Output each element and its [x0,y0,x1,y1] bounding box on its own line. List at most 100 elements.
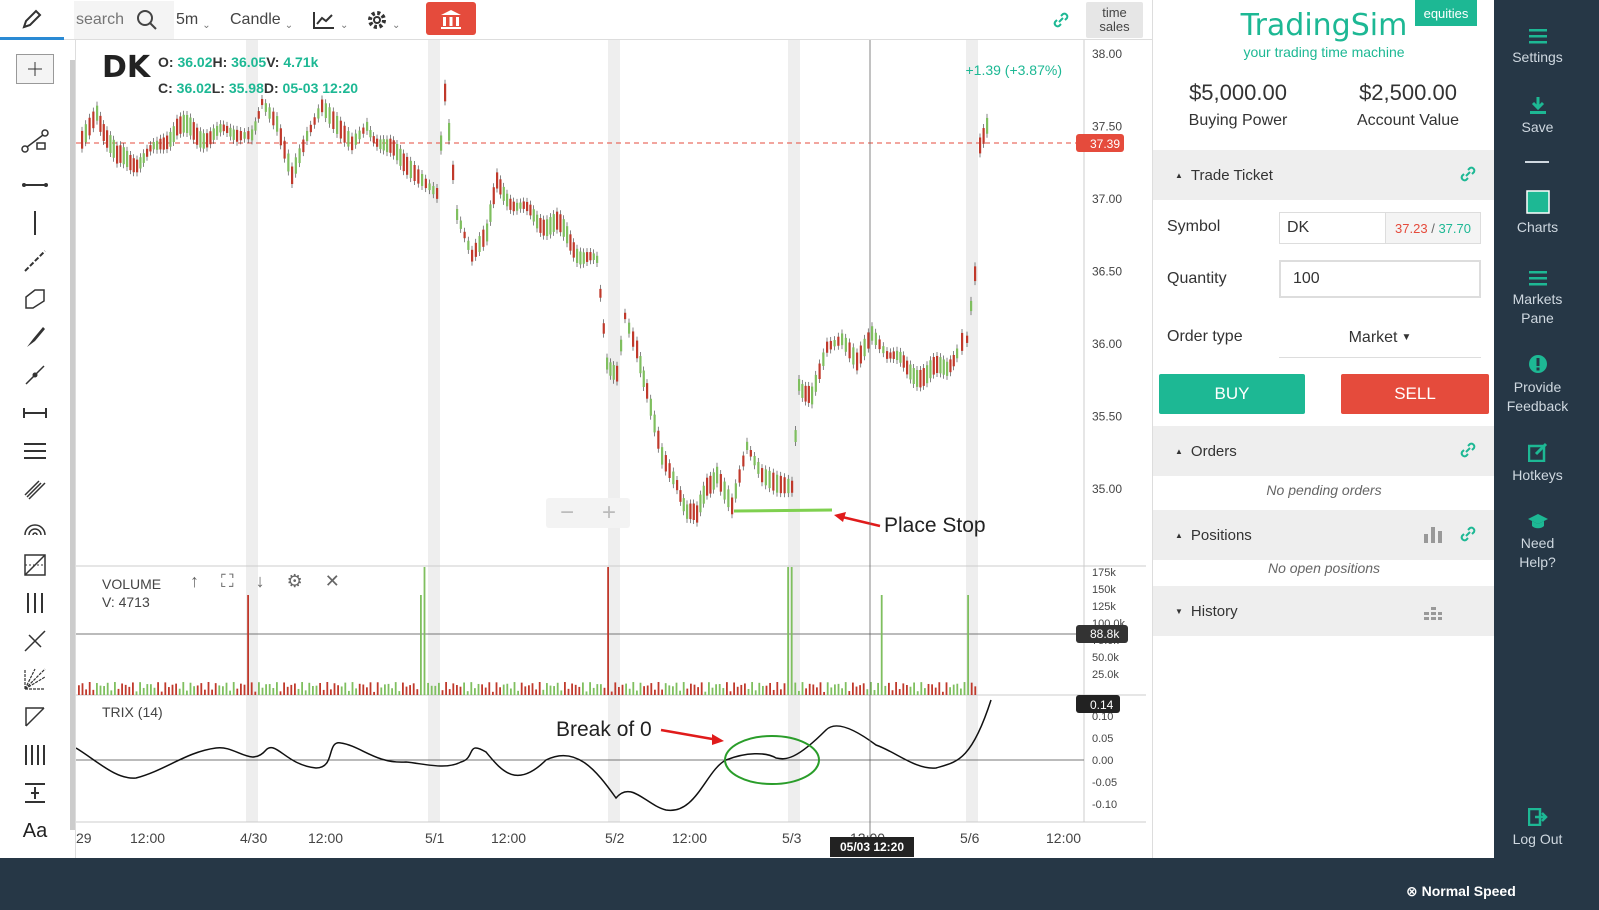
search-icon[interactable] [136,9,158,31]
order-type-select[interactable]: Market ▼ [1279,318,1481,358]
brush-tool[interactable] [16,322,54,352]
volume-bar [517,690,519,695]
grid-icon[interactable] [1423,604,1443,620]
candle-body [232,129,235,140]
measure-tool[interactable] [16,398,54,428]
candle-body [324,103,327,119]
orders-header[interactable]: ▲ Orders [1153,426,1495,476]
text-tool[interactable]: Aa [16,816,54,846]
volume-bar [672,686,674,695]
chart-canvas[interactable]: 38.00 37.50 37.00 36.50 36.00 35.50 35.00 37.39… [76,40,1152,858]
vertical-line-tool[interactable] [16,208,54,238]
volume-bar [844,682,847,695]
candle-body [482,229,485,247]
time-tick: 5/1 [425,830,445,846]
chart-style-select[interactable]: Candle ⌄ [230,0,293,40]
volume-bar [762,685,764,695]
symbol-search[interactable] [74,1,174,39]
horizontal-line-tool[interactable] [16,170,54,200]
volume-bar [420,595,422,695]
candle-body [932,356,935,375]
chart-settings-button[interactable]: ⌄ [366,0,400,40]
chart-area[interactable]: 38.00 37.50 37.00 36.50 36.00 35.50 35.00 37.39… [76,40,1152,858]
channel-tool[interactable] [16,474,54,504]
gann-tool[interactable] [16,664,54,694]
gear-icon[interactable]: ⚙ [286,571,303,591]
volume-bar [268,684,271,695]
volume-bar [322,689,325,695]
tools-scrollbar[interactable] [70,60,75,830]
volume-bar [380,687,383,695]
arrow-down-icon[interactable]: ↓ [255,571,265,591]
nav-save[interactable]: Save [1494,96,1581,137]
link-button[interactable] [1052,0,1070,40]
volume-bar [344,682,347,695]
link-icon[interactable] [1459,441,1477,459]
shape-tool[interactable] [16,284,54,314]
segment-tool[interactable] [16,360,54,390]
nav-feedback[interactable]: Provide Feedback [1494,354,1581,416]
nav-charts[interactable]: Charts [1494,190,1581,237]
volume-bar [247,595,249,695]
pitchfork-tool[interactable] [16,626,54,656]
cycle-lines-tool[interactable] [16,740,54,770]
volume-bar [488,682,491,695]
sell-button[interactable]: SELL [1341,374,1489,414]
arc-tool[interactable] [16,512,54,542]
search-input[interactable] [76,11,136,29]
candle-body [243,132,246,139]
candle-body [811,386,814,405]
bank-button[interactable] [426,2,476,35]
angle-tool[interactable] [16,702,54,732]
trendline-tool[interactable] [16,126,54,156]
vertical-lines-tool[interactable] [16,588,54,618]
quantity-input[interactable] [1279,260,1481,298]
zoom-out-button[interactable]: − [559,499,574,526]
indicators-button[interactable]: ⌄ [312,0,348,40]
candle-body [589,252,592,261]
volume-bar [859,685,861,695]
close-icon[interactable]: ✕ [324,571,340,591]
parallel-lines-tool[interactable] [16,436,54,466]
zoom-in-button[interactable]: + [601,499,616,526]
history-header[interactable]: ▼ History [1153,586,1495,636]
positions-header[interactable]: ▲ Positions [1153,510,1495,560]
candle-body [474,242,477,257]
volume-bar [506,683,509,695]
buy-button[interactable]: BUY [1159,374,1305,414]
link-icon[interactable] [1459,165,1477,183]
range-tool[interactable] [16,778,54,808]
volume-bar [754,690,757,695]
interval-select[interactable]: 5m ⌄ [176,0,211,40]
trade-ticket-header[interactable]: ▲ Trade Ticket [1153,150,1495,200]
volume-bar [445,682,447,695]
nav-logout[interactable]: Log Out [1494,808,1581,849]
fib-tool[interactable] [16,550,54,580]
nav-help[interactable]: Need Help? [1494,512,1581,572]
arc-icon [24,524,46,536]
candle-body [682,498,685,512]
candle-body [351,136,354,151]
symbol-field[interactable]: 37.23 / 37.70 [1279,212,1481,244]
nav-settings[interactable]: Settings [1494,28,1581,67]
volume-bar [211,689,213,695]
symbol-input[interactable] [1280,213,1386,243]
nav-hotkeys[interactable]: Hotkeys [1494,442,1581,485]
candle-body [822,352,825,366]
draw-tools-tab[interactable] [0,0,64,40]
ray-tool[interactable] [16,246,54,276]
time-sales-button[interactable]: time sales [1086,2,1143,38]
angle-icon [25,707,45,727]
speed-indicator[interactable]: ⊗ Normal Speed [1406,883,1516,899]
maximize-icon[interactable]: ⛶ [221,571,234,591]
nav-markets-pane[interactable]: Markets Pane [1494,270,1581,328]
equities-badge[interactable]: equities [1415,0,1477,26]
arrow-up-icon[interactable]: ↑ [190,571,199,591]
bar-chart-icon[interactable] [1423,525,1443,543]
link-icon[interactable] [1459,525,1477,543]
current-price-badge [1076,134,1124,152]
crosshair-tool[interactable] [16,54,54,84]
candle-body [321,99,324,113]
candle-body [496,172,499,189]
volume-bar [405,686,408,695]
